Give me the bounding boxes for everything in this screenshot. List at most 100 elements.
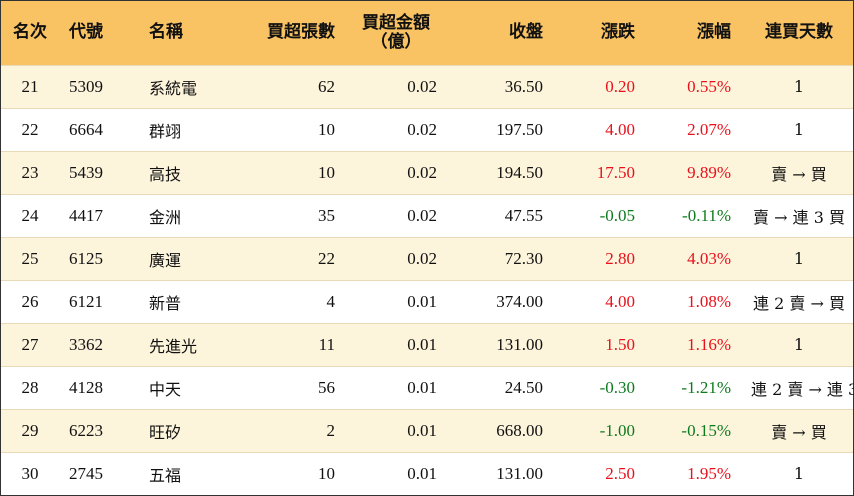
cell-rank: 25 bbox=[21, 248, 39, 268]
cell-change-pct: 1.08% bbox=[687, 291, 731, 311]
cell-close: 36.50 bbox=[504, 76, 543, 96]
table-row: 24 4417 金洲 35 0.02 47.55 -0.05 -0.11% 賣 → 連 3 買 bbox=[1, 194, 853, 237]
table-row: 21 5309 系統電 62 0.02 36.50 0.20 0.55% 1 bbox=[1, 65, 853, 108]
cell-change: 17.50 bbox=[596, 162, 635, 182]
table-row: 29 6223 旺矽 2 0.01 668.00 -1.00 -0.15% 賣 → 買 bbox=[1, 409, 853, 452]
cell-net-buy-lots: 11 bbox=[318, 334, 335, 354]
table-row: 30 2745 五福 10 0.01 131.00 2.50 1.95% 1 bbox=[1, 452, 853, 495]
cell-name: 廣運 bbox=[149, 250, 182, 270]
cell-change: 1.50 bbox=[605, 334, 635, 354]
cell-name: 群翊 bbox=[149, 121, 182, 141]
cell-change-pct: -1.21% bbox=[681, 377, 731, 397]
cell-rank: 21 bbox=[21, 76, 39, 96]
cell-rank: 29 bbox=[21, 420, 39, 440]
cell-change: 2.80 bbox=[605, 248, 635, 268]
cell-rank: 27 bbox=[21, 334, 39, 354]
cell-change-pct: 2.07% bbox=[687, 119, 731, 139]
cell-consecutive-days: 1 bbox=[793, 335, 805, 354]
table-row: 25 6125 廣運 22 0.02 72.30 2.80 4.03% 1 bbox=[1, 237, 853, 280]
header-net-buy-amount-line2: （億） bbox=[370, 31, 422, 52]
cell-name: 金洲 bbox=[149, 207, 182, 227]
cell-consecutive-days: 1 bbox=[793, 464, 805, 484]
cell-change: 4.00 bbox=[605, 119, 635, 139]
cell-net-buy-lots: 62 bbox=[318, 76, 335, 96]
cell-name: 系統電 bbox=[149, 78, 198, 98]
cell-net-buy-amount: 0.02 bbox=[407, 76, 437, 96]
cell-change: 2.50 bbox=[605, 463, 635, 483]
cell-code: 6125 bbox=[69, 248, 103, 268]
cell-change-pct: 4.03% bbox=[687, 248, 731, 268]
cell-name: 高技 bbox=[149, 164, 182, 184]
cell-name: 新普 bbox=[149, 293, 182, 313]
header-rank: 名次 bbox=[13, 22, 47, 43]
cell-consecutive-days: 賣 → 買 bbox=[771, 422, 827, 442]
cell-net-buy-amount: 0.01 bbox=[407, 334, 437, 354]
cell-net-buy-amount: 0.02 bbox=[407, 205, 437, 225]
cell-net-buy-lots: 2 bbox=[326, 420, 336, 440]
cell-code: 5439 bbox=[69, 162, 103, 182]
cell-code: 6223 bbox=[69, 420, 103, 440]
cell-close: 197.50 bbox=[496, 119, 543, 139]
cell-name: 旺矽 bbox=[149, 422, 182, 442]
cell-code: 4128 bbox=[69, 377, 103, 397]
cell-name: 五福 bbox=[149, 465, 182, 485]
cell-rank: 26 bbox=[21, 291, 39, 311]
table-row: 23 5439 高技 10 0.02 194.50 17.50 9.89% 賣 → 買 bbox=[1, 151, 853, 194]
cell-close: 131.00 bbox=[496, 463, 543, 483]
cell-change-pct: 0.55% bbox=[687, 76, 731, 96]
cell-code: 6664 bbox=[69, 119, 103, 139]
header-change-pct: 漲幅 bbox=[697, 22, 731, 43]
cell-change: -1.00 bbox=[599, 420, 635, 440]
cell-close: 47.55 bbox=[504, 205, 543, 225]
table-row: 26 6121 新普 4 0.01 374.00 4.00 1.08% 連 2 賣 → 買 bbox=[1, 280, 853, 323]
cell-change-pct: 1.16% bbox=[687, 334, 731, 354]
cell-net-buy-amount: 0.02 bbox=[407, 162, 437, 182]
cell-net-buy-amount: 0.01 bbox=[407, 377, 437, 397]
cell-change-pct: -0.11% bbox=[682, 205, 731, 225]
cell-code: 3362 bbox=[69, 334, 103, 354]
cell-net-buy-lots: 10 bbox=[318, 463, 335, 483]
cell-consecutive-days: 1 bbox=[793, 249, 805, 268]
cell-consecutive-days: 連 2 賣 → 買 bbox=[753, 293, 845, 313]
cell-net-buy-lots: 22 bbox=[318, 248, 335, 268]
header-name: 名稱 bbox=[149, 22, 183, 43]
cell-net-buy-amount: 0.01 bbox=[407, 291, 437, 311]
cell-close: 131.00 bbox=[496, 334, 543, 354]
header-code: 代號 bbox=[69, 22, 103, 43]
cell-net-buy-lots: 4 bbox=[326, 291, 336, 311]
cell-rank: 28 bbox=[21, 377, 39, 397]
header-net-buy-lots: 買超張數 bbox=[267, 22, 335, 43]
cell-code: 2745 bbox=[69, 463, 103, 483]
header-net-buy-amount: 買超金額 （億） bbox=[349, 1, 451, 65]
header-net-buy-amount-line1: 買超金額 bbox=[362, 12, 430, 33]
table-row: 22 6664 群翊 10 0.02 197.50 4.00 2.07% 1 bbox=[1, 108, 853, 151]
header-close: 收盤 bbox=[509, 22, 543, 43]
cell-consecutive-days: 賣 → 連 3 買 bbox=[753, 207, 845, 227]
cell-change-pct: 1.95% bbox=[687, 463, 731, 483]
cell-rank: 24 bbox=[21, 205, 39, 225]
cell-close: 24.50 bbox=[504, 377, 543, 397]
cell-name: 先進光 bbox=[149, 336, 198, 356]
table-row: 28 4128 中天 56 0.01 24.50 -0.30 -1.21% 連 2 賣 → 連 … bbox=[1, 366, 854, 409]
table-header-row: 名次 代號 名稱 買超張數 買超金額 （億） 收盤 漲跌 漲幅 連買天數 bbox=[1, 1, 853, 65]
cell-close: 72.30 bbox=[504, 248, 543, 268]
cell-net-buy-lots: 10 bbox=[318, 162, 335, 182]
cell-close: 668.00 bbox=[496, 420, 543, 440]
header-change: 漲跌 bbox=[601, 22, 635, 43]
header-consecutive-days: 連買天數 bbox=[765, 22, 833, 43]
cell-name: 中天 bbox=[149, 379, 182, 399]
cell-close: 194.50 bbox=[496, 162, 543, 182]
cell-change: 0.20 bbox=[605, 76, 635, 96]
cell-rank: 22 bbox=[21, 119, 39, 139]
cell-change: -0.05 bbox=[599, 205, 635, 225]
cell-consecutive-days: 連 2 賣 → 連 3 買 bbox=[751, 379, 854, 399]
table-body: 21 5309 系統電 62 0.02 36.50 0.20 0.55% 1 22 6664 群翊 10… bbox=[1, 65, 854, 495]
cell-code: 4417 bbox=[69, 205, 103, 225]
table-row: 27 3362 先進光 11 0.01 131.00 1.50 1.16% 1 bbox=[1, 323, 853, 366]
cell-change: 4.00 bbox=[605, 291, 635, 311]
cell-consecutive-days: 1 bbox=[793, 120, 805, 139]
cell-change-pct: -0.15% bbox=[681, 420, 731, 440]
cell-net-buy-amount: 0.01 bbox=[407, 463, 437, 483]
